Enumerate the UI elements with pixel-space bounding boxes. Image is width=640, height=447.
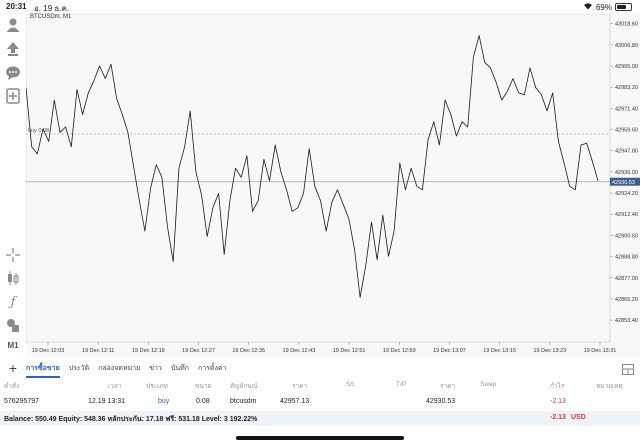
trade-icon[interactable] bbox=[4, 40, 22, 58]
tab-news[interactable]: ข่าว bbox=[149, 364, 162, 372]
y-tick-label: 43006.80 bbox=[615, 43, 638, 49]
candles-icon[interactable] bbox=[4, 269, 22, 287]
header-current-price: ราคา bbox=[440, 383, 456, 390]
tab-journal[interactable]: บันทึก bbox=[170, 364, 189, 372]
header-volume: ขนาด bbox=[195, 383, 212, 390]
x-tick-label: 19 Dec 12:27 bbox=[182, 348, 215, 354]
header-swap: Swap bbox=[480, 381, 497, 388]
y-tick-label: 42995.00 bbox=[615, 64, 638, 70]
battery-icon bbox=[615, 3, 632, 11]
header-order: คำสั่ง bbox=[4, 383, 20, 390]
x-tick-label: 19 Dec 12:43 bbox=[283, 348, 316, 354]
price-chart[interactable]: 43018.60 43006.80 42995.00 42983.20 42971.40… bbox=[26, 14, 640, 357]
y-tick-label: 42865.20 bbox=[615, 297, 638, 303]
x-tick-label: 19 Dec 13:07 bbox=[433, 348, 466, 354]
open-time: 12.19 13:31 bbox=[88, 398, 125, 405]
order-volume: 0.08 bbox=[196, 398, 210, 405]
trade-level-label: buy 0.08 bbox=[28, 128, 49, 134]
date: อ. 19 ธ.ค. bbox=[34, 4, 70, 13]
accounts-icon[interactable] bbox=[4, 16, 22, 34]
order-id: 576295797 bbox=[4, 398, 40, 405]
y-tick-label: 43018.60 bbox=[615, 22, 638, 28]
price-line bbox=[26, 35, 599, 298]
status-bar: 20:31 อ. 19 ธ.ค. 69% bbox=[0, 0, 640, 13]
bid-price-tag bbox=[610, 177, 640, 186]
layout-icon[interactable] bbox=[622, 362, 634, 380]
battery-percent: 69% bbox=[595, 2, 612, 12]
crosshair-icon[interactable] bbox=[4, 246, 22, 264]
y-tick-label: 42971.40 bbox=[615, 106, 638, 112]
y-tick-label: 42900.60 bbox=[615, 233, 638, 239]
y-tick-label: 42877.00 bbox=[615, 276, 638, 282]
header-price: ราคา bbox=[292, 383, 308, 390]
toolbox-tabs: + การซื้อขาย ประวัติ กล่องจดหมาย ข่าว บั… bbox=[0, 358, 640, 378]
total-profit: -2.13 bbox=[550, 414, 566, 421]
profit-currency: USD bbox=[571, 414, 586, 421]
tab-mailbox[interactable]: กล่องจดหมาย bbox=[98, 364, 141, 372]
clock: 20:31 bbox=[6, 2, 27, 11]
indicators-icon[interactable]: ƒ bbox=[10, 294, 16, 310]
header-sl: S/L bbox=[346, 381, 356, 388]
y-tick-label: 42983.20 bbox=[615, 85, 638, 91]
x-tick-label: 19 Dec 12:51 bbox=[333, 348, 366, 354]
open-price: 42957.13 bbox=[280, 398, 310, 405]
left-toolbar: ƒ M1 bbox=[0, 14, 26, 354]
plot-frame bbox=[26, 14, 611, 343]
header-profit: กำไร bbox=[550, 383, 565, 390]
y-tick-label: 42947.80 bbox=[615, 149, 638, 155]
order-type: buy bbox=[158, 398, 170, 405]
y-tick-label: 42959.60 bbox=[615, 128, 638, 134]
tab-trade[interactable]: การซื้อขาย bbox=[26, 359, 60, 378]
y-tick-label: 42936.00 bbox=[615, 170, 638, 176]
table-row[interactable]: 576295797 12.19 13:31 buy 0.08 btcusdm 4… bbox=[0, 395, 640, 411]
header-comment: หมายเหตุ bbox=[596, 383, 623, 390]
home-indicator bbox=[236, 436, 404, 440]
x-tick-label: 19 Dec 12:19 bbox=[132, 348, 165, 354]
chart-symbol-label: BTCUSDm, M1 bbox=[30, 14, 72, 20]
account-summary: Balance: 550.49 Equity: 548.36 หลักประกั… bbox=[4, 416, 258, 423]
header-time: เวลา bbox=[108, 383, 122, 390]
current-price: 42930.53 bbox=[426, 398, 456, 405]
order-symbol: btcusdm bbox=[230, 398, 257, 405]
header-tp: T/P bbox=[396, 381, 407, 388]
bid-price-label: 42930.53 bbox=[612, 180, 635, 186]
x-tick-label: 19 Dec 13:15 bbox=[483, 348, 516, 354]
y-tick-label: 42888.80 bbox=[615, 255, 638, 261]
balance-bar: Balance: 550.49 Equity: 548.36 หลักประกั… bbox=[0, 411, 640, 426]
chart-area[interactable]: 43018.60 43006.80 42995.00 42983.20 42971.40… bbox=[26, 14, 640, 357]
y-tick-label: 42853.40 bbox=[615, 318, 638, 324]
tab-settings[interactable]: การตั้งค่า bbox=[197, 364, 227, 372]
wifi-icon bbox=[583, 2, 593, 12]
x-tick-label: 19 Dec 12:03 bbox=[32, 348, 65, 354]
header-symbol: สัญลักษณ์ bbox=[230, 383, 258, 390]
new-order-icon[interactable] bbox=[4, 87, 22, 105]
x-tick-label: 19 Dec 12:11 bbox=[82, 348, 114, 354]
x-tick-label: 19 Dec 12:59 bbox=[383, 348, 416, 354]
x-tick-label: 19 Dec 13:23 bbox=[533, 348, 566, 354]
timeframe-button[interactable]: M1 bbox=[7, 341, 19, 350]
y-tick-label: 42924.20 bbox=[615, 191, 638, 197]
objects-icon[interactable] bbox=[4, 316, 22, 334]
x-tick-label: 19 Dec 12:35 bbox=[232, 348, 265, 354]
tab-history[interactable]: ประวัติ bbox=[68, 364, 90, 372]
add-icon[interactable]: + bbox=[8, 360, 18, 376]
status-right: 69% bbox=[583, 2, 632, 12]
positions-table-header: คำสั่ง เวลา ประเภท ขนาด สัญลักษณ์ ราคา S… bbox=[0, 379, 640, 393]
x-tick-label: 19 Dec 13:31 bbox=[584, 348, 617, 354]
battery-level bbox=[617, 5, 626, 9]
chat-icon[interactable] bbox=[4, 64, 22, 82]
header-type: ประเภท bbox=[146, 383, 168, 390]
y-tick-label: 42912.40 bbox=[615, 212, 638, 218]
order-profit: -2.13 bbox=[550, 398, 566, 405]
